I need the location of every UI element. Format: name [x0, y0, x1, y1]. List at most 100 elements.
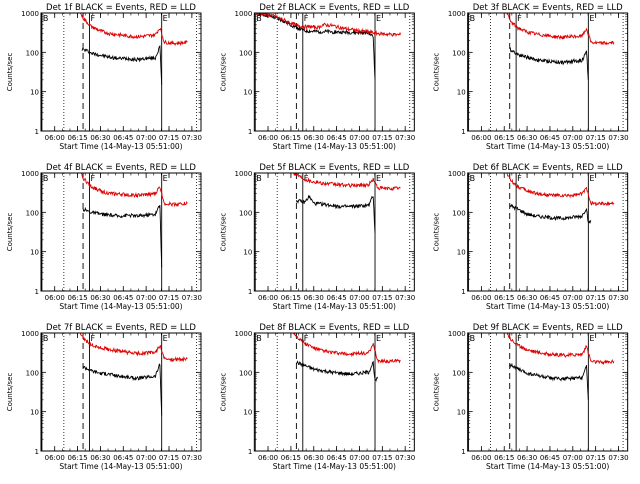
- series-line-lld: [506, 173, 615, 207]
- y-tick-label: 10: [457, 249, 466, 257]
- x-axis-label: Start Time (14-May-13 05:51:00): [59, 302, 182, 311]
- series-line-lld: [506, 333, 615, 366]
- y-tick-label: 1000: [21, 10, 39, 18]
- x-tick-label: 06:00: [258, 134, 278, 142]
- x-tick-label: 07:15: [372, 454, 392, 462]
- x-tick-label: 07:15: [372, 134, 392, 142]
- y-axis-label: Counts/sec: [6, 213, 14, 252]
- y-tick-label: 1000: [21, 330, 39, 338]
- series-group: [293, 173, 401, 233]
- y-tick-label: 100: [452, 49, 465, 57]
- x-axis-label: Start Time (14-May-13 05:51:00): [273, 142, 396, 151]
- x-tick-label: 07:15: [586, 134, 606, 142]
- x-tick-label: 06:45: [113, 294, 133, 302]
- x-tick-label: 07:30: [395, 294, 415, 302]
- marker-label-f: F: [90, 174, 95, 183]
- marker-label-b: B: [43, 14, 49, 23]
- x-tick-label: 06:45: [113, 134, 133, 142]
- panel-title: Det 3f BLACK = Events, RED = LLD: [473, 3, 623, 13]
- series-line-lld: [293, 333, 401, 364]
- series-line-events: [296, 360, 379, 382]
- series-group: [293, 333, 401, 382]
- y-axis-label: Counts/sec: [6, 373, 14, 412]
- series-line-events: [509, 362, 589, 400]
- y-tick-label: 1: [35, 128, 39, 136]
- plot-frame: [467, 172, 629, 292]
- marker-label-f: F: [90, 334, 95, 343]
- x-tick-label: 07:00: [349, 134, 369, 142]
- y-tick-label: 10: [30, 409, 39, 417]
- chart-panel-9: Det 9f BLACK = Events, RED = LLD Counts/s…: [433, 323, 629, 471]
- marker-label-f: F: [517, 174, 522, 183]
- x-tick-label: 06:00: [471, 454, 491, 462]
- marker-label-b: B: [256, 14, 262, 23]
- y-tick-label: 100: [452, 369, 465, 377]
- marker-label-e: E: [589, 14, 594, 23]
- x-tick-label: 06:45: [540, 294, 560, 302]
- marker-label-b: B: [470, 14, 476, 23]
- x-tick-label: 06:30: [304, 454, 324, 462]
- x-tick-label: 06:30: [90, 454, 110, 462]
- marker-label-b: B: [256, 334, 262, 343]
- plot-frame: [467, 332, 629, 452]
- x-tick-label: 07:15: [372, 294, 392, 302]
- y-tick-label: 1: [461, 448, 465, 456]
- y-axis-label: Counts/sec: [433, 373, 441, 412]
- marker-label-e: E: [163, 334, 168, 343]
- x-tick-label: 06:00: [45, 454, 65, 462]
- y-tick-label: 1: [248, 128, 252, 136]
- panel-title: Det 7f BLACK = Events, RED = LLD: [46, 323, 196, 333]
- x-tick-label: 07:00: [563, 454, 583, 462]
- y-axis-label: Counts/sec: [433, 53, 441, 92]
- y-tick-label: 10: [30, 89, 39, 97]
- y-axis-label: Counts/sec: [219, 373, 227, 412]
- y-tick-label: 1: [35, 288, 39, 296]
- marker-label-e: E: [163, 174, 168, 183]
- x-tick-label: 06:30: [517, 454, 537, 462]
- series-group: [80, 173, 188, 268]
- x-tick-label: 06:15: [67, 294, 87, 302]
- x-tick-label: 06:15: [281, 294, 301, 302]
- x-tick-label: 07:00: [349, 294, 369, 302]
- x-tick-label: 06:30: [304, 134, 324, 142]
- y-tick-label: 100: [26, 49, 39, 57]
- chart-panel-7: Det 7f BLACK = Events, RED = LLD Counts/s…: [6, 323, 202, 471]
- marker-label-e: E: [163, 14, 168, 23]
- y-tick-label: 100: [26, 369, 39, 377]
- x-tick-label: 07:00: [563, 134, 583, 142]
- series-line-lld: [79, 13, 188, 47]
- marker-label-e: E: [376, 334, 381, 343]
- x-tick-label: 07:30: [182, 454, 202, 462]
- x-tick-label: 07:15: [159, 454, 179, 462]
- marker-label-f: F: [517, 14, 522, 23]
- series-line-events: [82, 204, 163, 268]
- marker-label-f: F: [90, 14, 95, 23]
- x-tick-label: 06:45: [327, 134, 347, 142]
- x-axis-label: Start Time (14-May-13 05:51:00): [59, 142, 182, 151]
- y-tick-label: 1: [248, 288, 252, 296]
- series-group: [79, 333, 188, 416]
- y-tick-label: 1000: [21, 170, 39, 178]
- x-tick-label: 07:00: [349, 454, 369, 462]
- x-tick-label: 06:30: [304, 294, 324, 302]
- y-tick-label: 1000: [448, 170, 466, 178]
- x-tick-label: 06:00: [45, 134, 65, 142]
- x-tick-label: 07:30: [608, 294, 628, 302]
- marker-label-b: B: [43, 334, 49, 343]
- marker-label-e: E: [376, 14, 381, 23]
- marker-label-f: F: [304, 174, 309, 183]
- x-tick-label: 07:00: [136, 134, 156, 142]
- x-axis-label: Start Time (14-May-13 05:51:00): [273, 462, 396, 471]
- x-tick-label: 06:00: [45, 294, 65, 302]
- x-tick-label: 07:15: [159, 294, 179, 302]
- panel-title: Det 9f BLACK = Events, RED = LLD: [473, 323, 623, 333]
- x-tick-label: 07:00: [136, 294, 156, 302]
- series-line-lld: [254, 13, 402, 37]
- x-tick-label: 06:00: [258, 294, 278, 302]
- x-tick-label: 07:15: [159, 134, 179, 142]
- x-tick-label: 06:15: [67, 454, 87, 462]
- plot-frame: [253, 332, 415, 452]
- x-tick-label: 07:00: [563, 294, 583, 302]
- y-tick-label: 1000: [235, 170, 253, 178]
